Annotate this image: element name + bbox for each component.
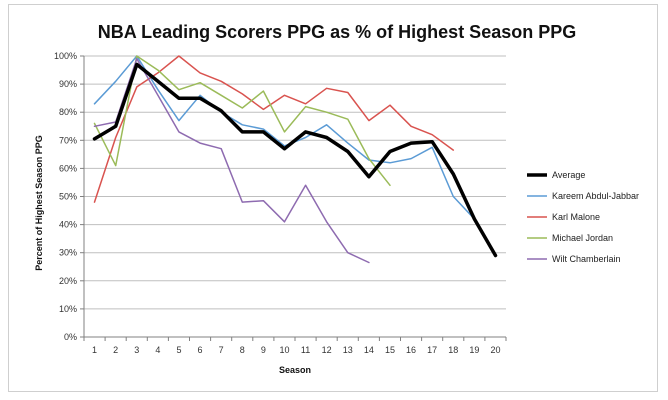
legend-label-michael-jordan: Michael Jordan: [552, 233, 613, 243]
legend: Average Kareem Abdul-Jabbar Karl Malone Mic…: [527, 170, 639, 264]
x-tick-label-15: 15: [385, 345, 395, 355]
series-line-kareem-abdul-jabbar: [93, 55, 497, 257]
chart-frame: NBA Leading Scorers PPG as % of Highest …: [8, 4, 658, 392]
y-tick-label-9: 90%: [59, 79, 77, 89]
y-tick-label-0: 0%: [64, 332, 77, 342]
axes: 0%10%20%30%40%50%60%70%80%90%100%1 2 3 4 5 6 7…: [54, 51, 507, 355]
y-tick-label-6: 60%: [59, 163, 77, 173]
x-tick-label-6: 6: [198, 345, 203, 355]
x-tick-label-19: 19: [469, 345, 479, 355]
y-axis-title: Percent of Highest Season PPG: [34, 135, 44, 271]
x-tick-label-17: 17: [427, 345, 437, 355]
x-tick-label-20: 20: [490, 345, 500, 355]
legend-label-kareem-abdul-jabbar: Kareem Abdul-Jabbar: [552, 191, 639, 201]
x-tick-label-14: 14: [364, 345, 374, 355]
y-tick-label-5: 50%: [59, 192, 77, 202]
x-tick-label-1: 1: [92, 345, 97, 355]
series-line-wilt-chamberlain: [93, 58, 370, 264]
series-line-karl-malone: [93, 55, 455, 203]
x-tick-label-11: 11: [301, 345, 310, 355]
legend-label-wilt-chamberlain: Wilt Chamberlain: [552, 254, 621, 264]
legend-label-karl-malone: Karl Malone: [552, 212, 600, 222]
x-tick-label-9: 9: [261, 345, 266, 355]
chart-svg: NBA Leading Scorers PPG as % of Highest …: [34, 22, 639, 375]
y-tick-label-7: 70%: [59, 135, 77, 145]
x-tick-label-3: 3: [134, 345, 139, 355]
x-tick-label-12: 12: [322, 345, 332, 355]
legend-label-average: Average: [552, 170, 585, 180]
grid-lines: [84, 55, 506, 310]
x-tick-label-16: 16: [406, 345, 416, 355]
series-line-average: [92, 62, 498, 258]
chart-title: NBA Leading Scorers PPG as % of Highest …: [98, 22, 576, 42]
y-tick-label-2: 20%: [59, 276, 77, 286]
x-tick-label-5: 5: [176, 345, 181, 355]
series-lines: [92, 55, 498, 264]
x-axis-title: Season: [279, 365, 311, 375]
x-tick-label-8: 8: [240, 345, 245, 355]
x-tick-label-13: 13: [343, 345, 353, 355]
y-tick-label-4: 40%: [59, 220, 77, 230]
x-tick-label-2: 2: [113, 345, 118, 355]
y-tick-label-1: 10%: [59, 304, 77, 314]
x-tick-label-4: 4: [155, 345, 160, 355]
x-tick-label-7: 7: [219, 345, 224, 355]
y-tick-label-8: 80%: [59, 107, 77, 117]
y-tick-label-10: 100%: [54, 51, 77, 61]
y-tick-label-3: 30%: [59, 248, 77, 258]
series-line-michael-jordan: [93, 55, 391, 187]
x-tick-label-10: 10: [279, 345, 289, 355]
x-tick-label-18: 18: [448, 345, 458, 355]
